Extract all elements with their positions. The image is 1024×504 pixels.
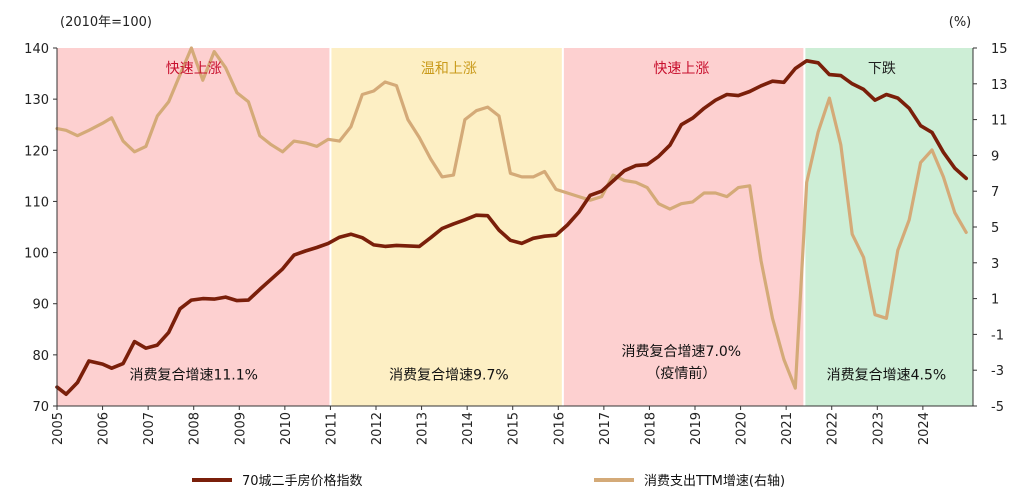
right-tick-label: -5 xyxy=(991,400,1004,415)
x-tick-label: 2023 xyxy=(871,412,886,445)
legend-label-consumption: 消费支出TTM增速(右轴) xyxy=(644,474,785,489)
legend-label-house-price: 70城二手房价格指数 xyxy=(242,473,363,489)
period-label: 快速上涨 xyxy=(653,61,709,77)
series-layer xyxy=(55,46,969,397)
x-tick-label: 2021 xyxy=(780,412,795,445)
left-tick-label: 80 xyxy=(32,349,49,364)
axes: (2010年=100) (%) xyxy=(56,15,974,407)
cagr-label: 消费复合增速7.0% xyxy=(622,343,742,360)
x-tick-label: 2006 xyxy=(97,412,112,445)
legend: 70城二手房价格指数 消费支出TTM增速(右轴) xyxy=(192,473,785,489)
left-tick-label: 120 xyxy=(24,144,49,159)
right-axis-unit: (%) xyxy=(949,15,972,30)
left-axis-ticks: 70 80 90 100 110 120 130 140 xyxy=(24,42,57,415)
cagr-label: 消费复合增速11.1% xyxy=(129,366,257,383)
series-line-consumption xyxy=(55,46,968,390)
left-tick-label: 70 xyxy=(32,400,49,415)
right-tick-label: 11 xyxy=(991,114,1008,129)
left-tick-label: 100 xyxy=(24,247,49,262)
cagr-note: （疫情前） xyxy=(646,365,716,382)
x-tick-label: 2009 xyxy=(233,412,248,445)
right-tick-label: 5 xyxy=(991,221,999,236)
cagr-label: 消费复合增速9.7% xyxy=(389,366,509,383)
cagr-label: 消费复合增速4.5% xyxy=(827,366,947,383)
right-tick-label: 15 xyxy=(991,42,1008,57)
right-tick-label: -1 xyxy=(991,328,1004,343)
x-tick-label: 2007 xyxy=(142,412,157,445)
period-band xyxy=(562,48,805,406)
left-tick-label: 110 xyxy=(24,195,49,210)
right-tick-label: -3 xyxy=(991,364,1004,379)
series-line-house-price xyxy=(55,58,969,397)
x-axis-ticks: 2005 2006 2007 2008 2009 2010 2011 2012 2013 2014… xyxy=(51,406,932,445)
x-tick-label: 2008 xyxy=(188,412,203,445)
x-tick-label: 2016 xyxy=(552,412,567,445)
left-tick-label: 130 xyxy=(24,93,49,108)
right-tick-label: 1 xyxy=(991,293,999,308)
x-tick-label: 2024 xyxy=(917,412,932,445)
right-tick-label: 13 xyxy=(991,78,1008,93)
x-tick-label: 2014 xyxy=(461,412,476,445)
period-bands xyxy=(57,48,973,406)
x-tick-label: 2018 xyxy=(643,412,658,445)
x-tick-label: 2017 xyxy=(598,412,613,445)
right-tick-label: 9 xyxy=(991,149,999,164)
left-tick-label: 140 xyxy=(24,42,49,57)
right-tick-label: 7 xyxy=(991,185,999,200)
period-band xyxy=(57,48,331,406)
period-label: 下跌 xyxy=(868,61,896,77)
x-tick-label: 2010 xyxy=(279,412,294,445)
x-tick-label: 2012 xyxy=(370,412,385,445)
right-tick-label: 3 xyxy=(991,257,999,272)
x-tick-label: 2011 xyxy=(324,412,339,445)
x-tick-label: 2019 xyxy=(689,412,704,445)
period-label: 快速上涨 xyxy=(166,61,222,77)
x-tick-label: 2020 xyxy=(735,412,750,445)
x-tick-label: 2013 xyxy=(416,412,431,445)
x-tick-label: 2022 xyxy=(826,412,841,445)
x-tick-label: 2005 xyxy=(51,412,66,445)
left-axis-unit: (2010年=100) xyxy=(60,15,152,30)
left-tick-label: 90 xyxy=(32,298,49,313)
x-tick-label: 2015 xyxy=(507,412,522,445)
period-label: 温和上涨 xyxy=(421,61,477,77)
